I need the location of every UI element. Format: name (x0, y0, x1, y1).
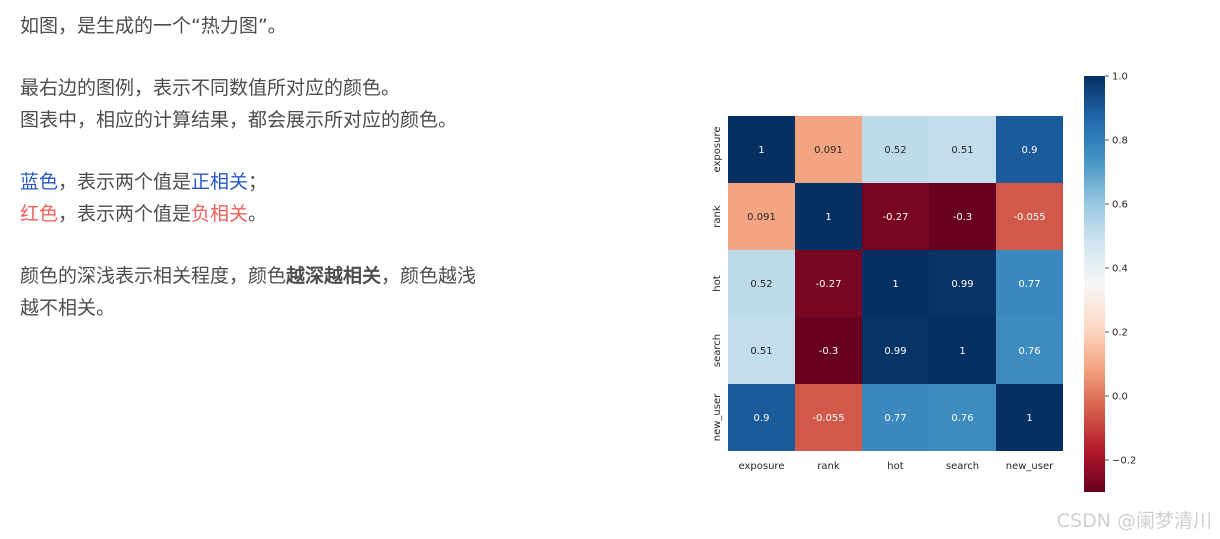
heatmap-cell (728, 183, 795, 250)
cell-value-label: 0.52 (750, 279, 772, 290)
heatmap-cell (862, 116, 929, 183)
heatmap-cell (929, 116, 996, 183)
blue-end: ； (248, 171, 268, 193)
heatmap-cell (795, 384, 862, 451)
heatmap-cell (795, 250, 862, 317)
colorbar-tick-label: 0.8 (1112, 136, 1128, 147)
cell-value-label: 0.52 (884, 145, 906, 156)
heatmap-cell (862, 250, 929, 317)
colorbar-tick-label: 0.4 (1112, 264, 1128, 275)
y-tick-label: new_user (712, 393, 723, 441)
colorbar-tick-label: 0.6 (1112, 200, 1128, 211)
cell-value-label: 0.091 (747, 212, 776, 223)
heatmap-cell (728, 250, 795, 317)
watermark: CSDN @阑梦清川 (1056, 510, 1212, 532)
depth-text-a: 颜色的深浅表示相关程度，颜色 (20, 265, 287, 287)
heatmap-cell (929, 317, 996, 384)
y-tick-label: hot (712, 275, 723, 291)
article-text: 如图，是生成的一个“热力图”。 最右边的图例，表示不同数值所对应的颜色。 图表中… (20, 10, 560, 324)
heatmap-cell (862, 317, 929, 384)
cell-value-label: 1 (1026, 413, 1032, 424)
y-tick-label: search (712, 334, 723, 367)
cell-value-label: -0.055 (812, 413, 844, 424)
paragraph-blue: 蓝色，表示两个值是正相关； (20, 166, 560, 198)
colorbar-tick-label: 0.0 (1112, 392, 1128, 403)
x-tick-label: new_user (1006, 461, 1054, 472)
cell-value-label: -0.3 (953, 212, 973, 223)
heatmap-cell (795, 116, 862, 183)
heatmap-cell (996, 317, 1063, 384)
paragraph-depth: 颜色的深浅表示相关程度，颜色越深越相关，颜色越浅 (20, 260, 560, 292)
cell-value-label: 0.51 (951, 145, 973, 156)
cell-value-label: 0.9 (1022, 145, 1038, 156)
cell-value-label: -0.055 (1013, 212, 1045, 223)
paragraph-intro: 如图，是生成的一个“热力图”。 (20, 15, 287, 37)
heatmap-cell (862, 384, 929, 451)
paragraph-legend: 最右边的图例，表示不同数值所对应的颜色。 (20, 77, 401, 99)
cell-value-label: -0.3 (819, 346, 839, 357)
heatmap-cell (862, 183, 929, 250)
heatmap-cell (929, 183, 996, 250)
cell-value-label: 0.091 (814, 145, 843, 156)
depth-bold-term: 越深越相关 (286, 265, 382, 287)
colorbar (1084, 76, 1105, 492)
colorbar-tick-label: −0.2 (1112, 456, 1136, 467)
paragraph-red: 红色，表示两个值是负相关。 (20, 198, 560, 230)
cell-value-label: 0.77 (1018, 279, 1040, 290)
heatmap-cell (996, 116, 1063, 183)
x-tick-label: hot (887, 461, 903, 472)
heatmap-cell (728, 384, 795, 451)
x-tick-label: search (946, 461, 979, 472)
y-tick-label: rank (712, 205, 723, 228)
positive-correlation-term: 正相关 (191, 171, 249, 193)
x-tick-label: exposure (739, 461, 785, 472)
cell-value-label: 1 (892, 279, 898, 290)
heatmap-cell (996, 250, 1063, 317)
negative-correlation-term: 负相关 (191, 203, 249, 225)
cell-value-label: -0.27 (816, 279, 842, 290)
blue-label: 蓝色 (20, 171, 59, 193)
cell-value-label: 1 (825, 212, 831, 223)
heatmap-cell (996, 183, 1063, 250)
heatmap-cell (929, 250, 996, 317)
cell-value-label: 0.99 (884, 346, 906, 357)
paragraph-colors: 图表中，相应的计算结果，都会展示所对应的颜色。 (20, 109, 458, 131)
cell-value-label: 0.77 (884, 413, 906, 424)
paragraph-depth-end: 越不相关。 (20, 297, 116, 319)
y-tick-label: exposure (712, 127, 723, 173)
red-label: 红色 (20, 203, 59, 225)
heatmap-cell (795, 317, 862, 384)
heatmap-cell (795, 183, 862, 250)
heatmap-cell (929, 384, 996, 451)
cell-value-label: 0.51 (750, 346, 772, 357)
red-end: 。 (248, 203, 268, 225)
cell-value-label: 0.76 (951, 413, 973, 424)
cell-value-label: 1 (758, 145, 764, 156)
cell-value-label: 0.76 (1018, 346, 1040, 357)
cell-value-label: -0.27 (883, 212, 909, 223)
heatmap-cell (996, 384, 1063, 451)
red-desc: ，表示两个值是 (58, 203, 192, 225)
cell-value-label: 0.99 (951, 279, 973, 290)
correlation-heatmap: 1 0.091 0.52 0.51 0.9 0.091 1 -0.27 -0.3 -0.055 0.… (712, 72, 1136, 492)
x-tick-label: rank (817, 461, 840, 472)
colorbar-tick-label: 0.2 (1112, 328, 1128, 339)
colorbar-tick-label: 1.0 (1112, 72, 1128, 83)
blue-desc: ，表示两个值是 (58, 171, 192, 193)
cell-value-label: 1 (959, 346, 965, 357)
heatmap-cell (728, 317, 795, 384)
heatmap-cell (728, 116, 795, 183)
cell-value-label: 0.9 (754, 413, 770, 424)
depth-text-b: ，颜色越浅 (381, 265, 477, 287)
